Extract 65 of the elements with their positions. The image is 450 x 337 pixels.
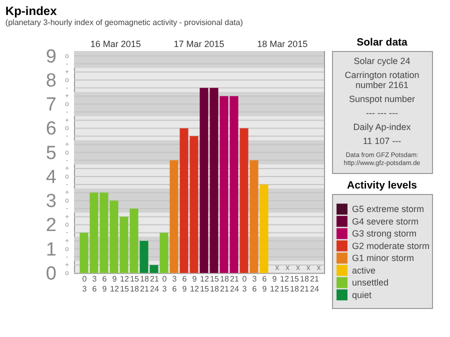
y-tick-label: 0 (46, 264, 56, 284)
x-tick-label: 9 12 (270, 274, 280, 294)
x-tick-label: 15 18 (290, 274, 300, 294)
x-tick-label: 0 3 (242, 274, 248, 294)
x-tick-label: 15 18 (130, 274, 140, 294)
text: 16 Mar 2015 (90, 39, 141, 49)
bar (250, 160, 258, 273)
y-tick-label: 9 (46, 46, 56, 68)
x-tick-label: 6 9 (262, 274, 268, 294)
text: Solar cycle 24 (354, 56, 410, 66)
text: --- --- --- (366, 108, 398, 118)
x-tick-label: 18 21 (140, 274, 150, 294)
legend-title: Activity levels (346, 180, 418, 192)
x-tick-label: 15 18 (210, 274, 220, 294)
x-tick-label: 12 15 (200, 274, 210, 294)
bar (240, 128, 248, 273)
legend-label: unsettled (352, 278, 389, 288)
legend-label: quiet (352, 290, 372, 300)
text: x (316, 263, 321, 272)
x-tick-label: 12 15 (120, 274, 130, 294)
x-tick-label: 3 6 (92, 274, 98, 294)
y-tick-label: 7 (46, 94, 56, 116)
x-tick-label: 12 15 (280, 274, 290, 294)
legend-label: G3 strong storm (352, 228, 417, 239)
x-tick-label: 0 3 (82, 274, 88, 294)
text: Daily Ap-index (353, 122, 412, 132)
y-tick-label: 3 (46, 191, 56, 212)
x-tick-label: 6 9 (102, 274, 108, 294)
text: x (296, 263, 300, 272)
text: 11 107 --- (362, 136, 402, 146)
text: x (306, 263, 310, 272)
y-tick-label: 2 (46, 215, 56, 236)
x-tick-label: 18 21 (300, 274, 310, 294)
legend-label: G4 severe storm (352, 216, 419, 226)
x-tick-label: 21 24 (310, 274, 320, 294)
legend-label: active (352, 265, 376, 276)
chart-subtitle: (planetary 3-hourly index of geomagnetic activity - provisional data) (5, 18, 244, 27)
text: x (275, 263, 280, 272)
bar (170, 160, 178, 273)
text: 17 Mar 2015 (174, 39, 224, 49)
y-tick-label: 4 (46, 166, 57, 188)
chart-title: Kp-index (5, 4, 58, 18)
x-tick-label: 21 24 (230, 274, 240, 294)
text: Solar data (356, 36, 408, 48)
x-tick-label: 3 6 (252, 274, 258, 294)
x-tick-label: 9 12 (190, 274, 200, 294)
x-tick-label: 18 21 (220, 274, 230, 294)
bar (260, 184, 268, 273)
y-tick-label: 8 (46, 70, 56, 92)
text: x (286, 263, 290, 272)
legend-label: G2 moderate storm (352, 240, 430, 251)
text: Sunspot number (348, 94, 416, 104)
y-tick-label: 6 (46, 118, 56, 140)
y-tick-label: 1 (46, 239, 56, 260)
x-tick-label: 0 3 (162, 274, 168, 294)
x-tick-label: 9 12 (110, 274, 120, 294)
x-tick-label: 6 9 (182, 274, 188, 294)
x-tick-label: 21 24 (150, 274, 160, 294)
text: 18 Mar 2015 (257, 39, 308, 49)
legend-label: G5 extreme storm (352, 204, 424, 214)
y-tick-label: 5 (46, 142, 56, 164)
legend-label: G1 minor storm (352, 253, 414, 264)
text: Carrington rotation number 2161 (344, 70, 420, 90)
bar (160, 232, 168, 273)
x-tick-label: 3 6 (172, 274, 178, 294)
